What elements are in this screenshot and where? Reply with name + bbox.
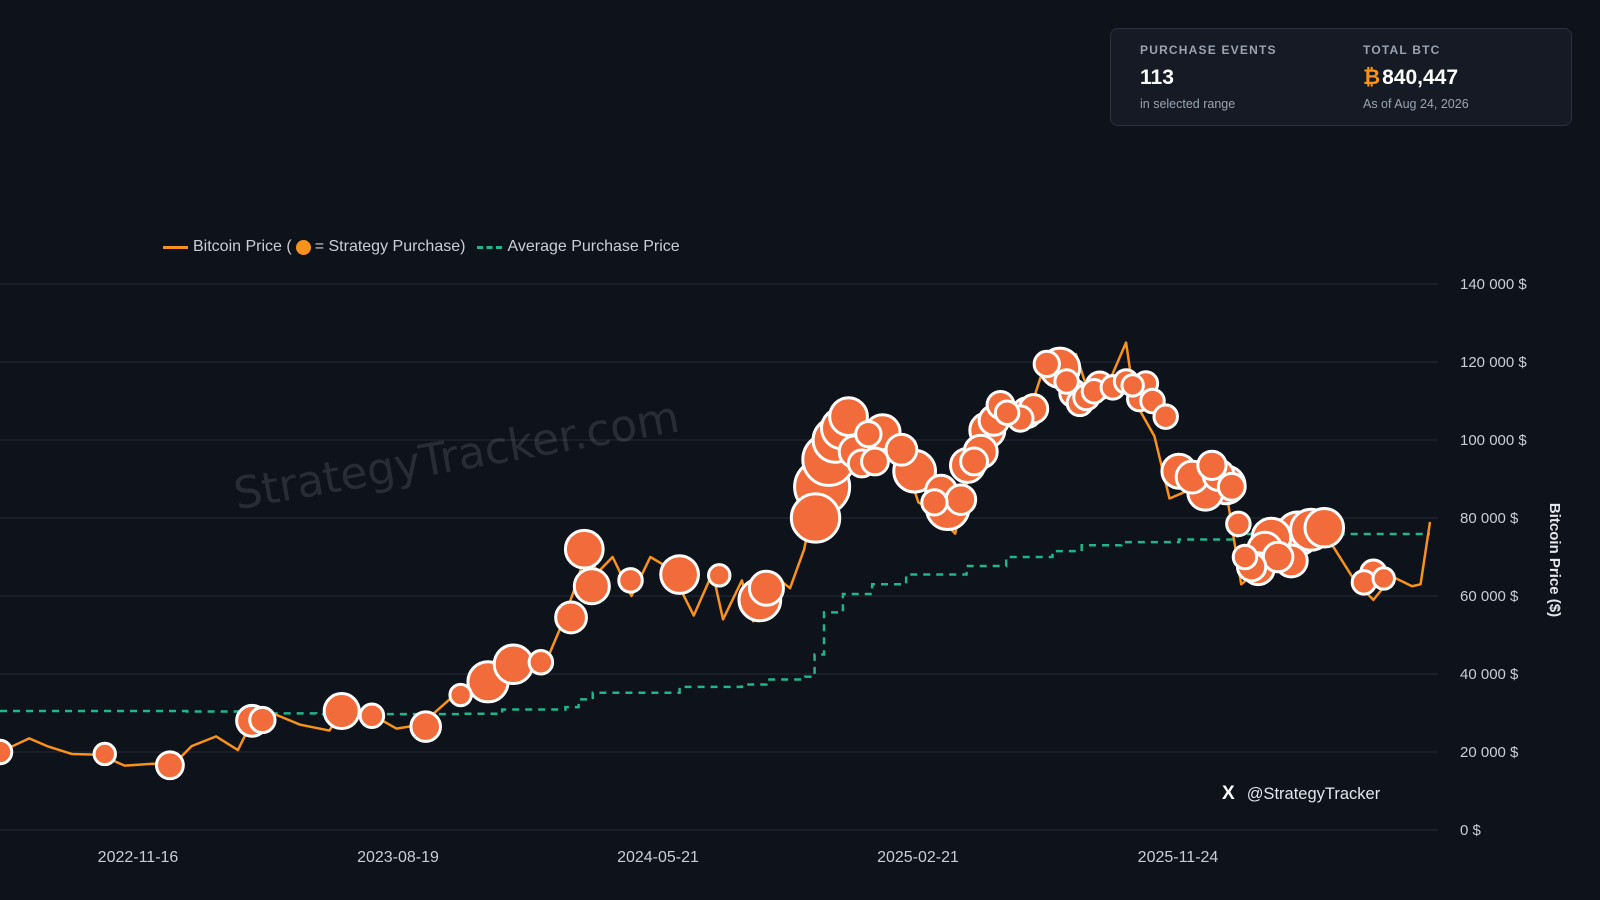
purchase-bubble bbox=[1120, 373, 1145, 398]
purchase-bubble bbox=[492, 643, 535, 686]
purchase-bubble bbox=[854, 420, 883, 449]
x-tick-label: 2025-11-24 bbox=[1138, 849, 1219, 866]
purchase-bubble bbox=[1303, 506, 1346, 549]
purchase-bubbles bbox=[0, 346, 1396, 781]
purchase-bubble bbox=[860, 446, 890, 477]
purchase-bubble bbox=[409, 710, 442, 743]
purchase-bubble bbox=[322, 692, 361, 731]
average-legend-swatch bbox=[477, 245, 503, 249]
x-tick-label: 2023-08-19 bbox=[357, 849, 439, 866]
purchase-bubble bbox=[1053, 368, 1080, 395]
purchase-bubble bbox=[747, 569, 785, 607]
purchase-bubble bbox=[659, 554, 700, 595]
average-purchase-path bbox=[0, 532, 1430, 716]
y-tick-label: 140 000 $ bbox=[1460, 276, 1527, 293]
chart-legend[interactable]: Bitcoin Price ( = Strategy Purchase) Ave… bbox=[163, 238, 680, 256]
purchase-bubble bbox=[1225, 510, 1252, 538]
purchase-bubble bbox=[959, 446, 990, 477]
y-tick-label: 60 000 $ bbox=[1460, 588, 1519, 605]
purchase-bubble bbox=[707, 563, 732, 588]
y-tick-label: 20 000 $ bbox=[1460, 744, 1519, 761]
purchase-bubble bbox=[1261, 540, 1295, 574]
x-logo-icon: X bbox=[1222, 783, 1235, 804]
purchase-bubble bbox=[248, 705, 277, 735]
x-tick-label: 2025-02-21 bbox=[877, 849, 959, 866]
purchase-bubble bbox=[1032, 349, 1061, 379]
purchase-bubble bbox=[789, 492, 842, 544]
purchase-events-value: 113 bbox=[1140, 66, 1174, 89]
purchase-bubble bbox=[1216, 471, 1247, 502]
y-tick-label: 100 000 $ bbox=[1460, 432, 1527, 449]
purchase-bubble bbox=[154, 750, 185, 781]
x-tick-label: 2022-11-16 bbox=[98, 849, 179, 866]
purchase-bubble bbox=[563, 528, 605, 570]
social-handle-text: @StrategyTracker bbox=[1246, 784, 1381, 803]
purchase-bubble bbox=[554, 600, 588, 635]
price-legend-swatch bbox=[163, 245, 188, 249]
purchase-bubble bbox=[527, 649, 555, 676]
total-btc-label: TOTAL BTC bbox=[1363, 43, 1441, 57]
purchase-bubble bbox=[448, 682, 473, 708]
purchase-bubble bbox=[358, 702, 386, 729]
purchase-bubble bbox=[572, 567, 611, 606]
average-legend-label: Average Purchase Price bbox=[507, 238, 680, 255]
bitcoin-price-line bbox=[0, 341, 1432, 767]
bitcoin-price-path bbox=[0, 341, 1432, 767]
total-btc-stat: TOTAL BTC ₿840,447 As of Aug 24, 2026 bbox=[1363, 43, 1469, 111]
purchase-bubble bbox=[920, 488, 949, 517]
average-purchase-line bbox=[0, 532, 1430, 716]
x-axis-ticks: 2022-11-16 2023-08-19 2024-05-21 2025-02-21… bbox=[98, 849, 1219, 866]
x-tick-label: 2024-05-21 bbox=[617, 849, 699, 866]
purchase-bubble bbox=[92, 741, 117, 767]
y-tick-label: 0 $ bbox=[1460, 822, 1482, 839]
purchase-bubble bbox=[1231, 543, 1259, 571]
total-btc-value-row: ₿840,447 bbox=[1363, 66, 1469, 90]
grid-lines bbox=[0, 283, 1438, 831]
y-axis-title: Bitcoin Price ($) bbox=[1546, 503, 1563, 617]
purchase-bubble bbox=[1196, 449, 1228, 481]
purchase-dot-icon bbox=[295, 239, 311, 255]
total-btc-value: 840,447 bbox=[1382, 66, 1459, 89]
stats-card: PURCHASE EVENTS 113 in selected range TO… bbox=[1110, 28, 1572, 126]
purchase-bubble bbox=[884, 432, 919, 467]
purchase-bubble bbox=[1152, 403, 1179, 430]
y-tick-label: 80 000 $ bbox=[1460, 510, 1519, 527]
price-legend-suffix: = Strategy Purchase) bbox=[314, 238, 466, 255]
purchase-bubble bbox=[1350, 569, 1378, 596]
y-axis-ticks: 0 $ 20 000 $ 40 000 $ 60 000 $ 80 000 $ 100 0… bbox=[1460, 276, 1527, 839]
purchase-events-sub: in selected range bbox=[1140, 97, 1236, 111]
purchase-bubble bbox=[944, 483, 978, 516]
social-handle[interactable]: X @StrategyTracker bbox=[1222, 783, 1380, 805]
y-tick-label: 40 000 $ bbox=[1460, 666, 1519, 683]
purchase-events-label: PURCHASE EVENTS bbox=[1140, 43, 1277, 57]
purchase-bubble bbox=[0, 738, 14, 766]
y-tick-label: 120 000 $ bbox=[1460, 354, 1527, 371]
price-legend-prefix: Bitcoin Price ( bbox=[193, 238, 292, 255]
purchase-bubble bbox=[1371, 566, 1396, 591]
purchase-events-stat: PURCHASE EVENTS 113 in selected range bbox=[1140, 43, 1277, 111]
bitcoin-symbol-icon: ₿ bbox=[1363, 66, 1381, 89]
purchase-bubble bbox=[617, 567, 644, 594]
purchase-bubble bbox=[993, 399, 1021, 426]
total-btc-sub: As of Aug 24, 2026 bbox=[1363, 97, 1469, 111]
